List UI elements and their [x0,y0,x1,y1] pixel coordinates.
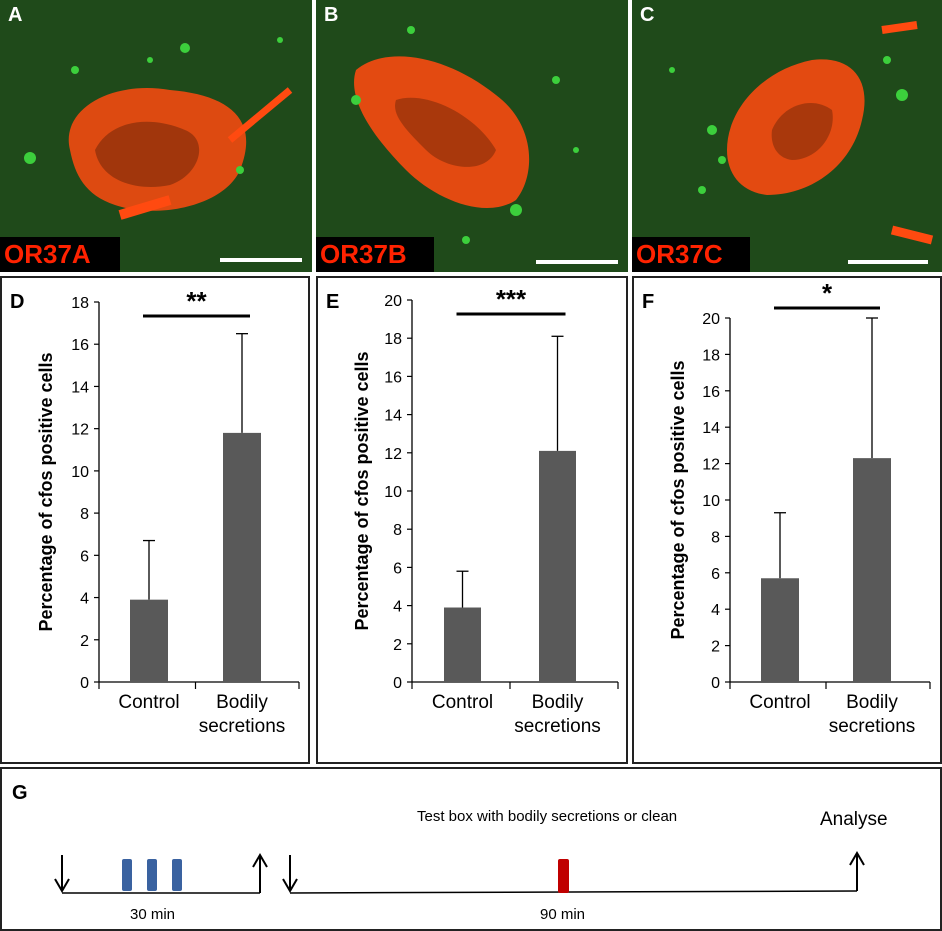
y-tick-label: 2 [711,639,720,656]
y-tick-label: 4 [80,591,89,608]
end-up-arrow-icon [252,853,268,893]
y-tick-label: 18 [384,331,402,348]
y-tick-label: 8 [80,506,89,523]
y-tick-label: 20 [702,311,720,328]
y-tick-label: 12 [702,457,720,474]
panel-letter-c: C [640,4,655,26]
test-down-arrow-icon [282,855,298,893]
chart-f-svg: F 0 2 4 6 8 10 12 14 16 18 20 Control Bodily secretion… [642,278,931,737]
first-duration-label: 30 min [130,906,175,923]
y-tick-label: 20 [384,293,402,310]
y-tick-label: 16 [702,384,720,401]
micrograph-b-image [316,0,628,272]
receptor-label-c: OR37C [632,237,750,272]
chart-d-panel: D 0 2 4 6 8 10 12 14 16 18 Control Bodily secretions *… [0,276,310,764]
y-tick-label: 2 [80,633,89,650]
x-category-label: secretions [829,716,916,737]
y-tick-label: 2 [393,637,402,654]
y-tick-label: 16 [71,337,89,354]
x-category-label: Bodily [532,692,584,713]
y-tick-label: 10 [702,493,720,510]
panel-letter-g: G [12,782,28,804]
bar-1 [539,450,576,682]
test-line [289,890,858,894]
bar-0 [761,578,799,682]
chart-letter-e: E [326,291,339,313]
y-tick-label: 4 [711,602,720,619]
y-tick-label: 0 [80,675,89,692]
significance-stars: *** [496,284,527,314]
micrograph-b: B OR37B [316,0,628,272]
y-tick-label: 4 [393,599,402,616]
micrograph-a-image [0,0,312,272]
x-category-label: Bodily [846,692,898,713]
y-tick-label: 6 [80,548,89,565]
scale-bar-a [220,258,302,262]
panel-letter-b: B [324,4,339,26]
y-tick-label: 16 [384,369,402,386]
y-tick-label: 6 [711,566,720,583]
y-tick-label: 8 [393,522,402,539]
x-category-label: Control [118,692,179,713]
y-tick-label: 14 [71,379,89,396]
chart-letter-f: F [642,291,654,313]
y-tick-label: 0 [711,675,720,692]
scale-bar-c [848,260,928,264]
y-axis-label: Percentage of cfos positive cells [668,360,688,639]
test-box-label: Test box with bodily secretions or clean [417,808,677,825]
y-tick-label: 18 [71,295,89,312]
micrograph-c-image [632,0,942,272]
start-down-arrow-icon [54,855,70,893]
y-tick-label: 18 [702,347,720,364]
chart-e-svg: E 0 2 4 6 8 10 12 14 16 18 20 Control Bodily secretion… [326,284,619,737]
x-category-label: Control [432,692,493,713]
x-category-label: secretions [514,716,601,737]
chart-f-panel: F 0 2 4 6 8 10 12 14 16 18 20 Control Bodily secretion… [632,276,942,764]
y-tick-label: 10 [71,464,89,481]
receptor-label-b: OR37B [316,237,434,272]
micrograph-c: C OR37C [632,0,942,272]
timeline-panel: G Test box with bodily secretions or cle… [0,767,942,931]
timeline-svg: G Test box with bodily secretions or cle… [12,782,888,923]
panel-letter-a: A [8,4,23,26]
bar-0 [130,599,168,682]
analyse-label: Analyse [820,809,888,830]
bar-1 [853,458,891,682]
significance-stars: ** [186,286,207,316]
y-tick-label: 0 [393,675,402,692]
x-category-label: secretions [199,716,286,737]
y-tick-label: 8 [711,529,720,546]
second-duration-label: 90 min [540,906,585,923]
pulse-marker-3 [172,859,182,891]
y-axis-label: Percentage of cfos positive cells [36,352,56,631]
chart-letter-d: D [10,291,24,313]
pulse-marker-1 [122,859,132,891]
y-tick-label: 12 [384,446,402,463]
analyse-up-arrow-icon [849,851,865,891]
y-tick-label: 14 [702,420,720,437]
x-category-label: Bodily [216,692,268,713]
micrograph-a: A OR37A [0,0,312,272]
chart-e-panel: E 0 2 4 6 8 10 12 14 16 18 20 Control Bodily secretion… [316,276,628,764]
scale-bar-b [536,260,618,264]
receptor-label-a: OR37A [0,237,120,272]
x-category-label: Control [749,692,810,713]
y-axis-label: Percentage of cfos positive cells [352,351,372,630]
y-tick-label: 10 [384,484,402,501]
bar-0 [444,607,481,682]
y-tick-label: 12 [71,422,89,439]
chart-d-svg: D 0 2 4 6 8 10 12 14 16 18 Control Bodily secretions *… [10,286,300,737]
bar-1 [223,432,261,682]
pulse-marker-2 [147,859,157,891]
y-tick-label: 14 [384,408,402,425]
exposure-marker [558,859,569,893]
significance-stars: * [822,278,833,308]
y-tick-label: 6 [393,560,402,577]
